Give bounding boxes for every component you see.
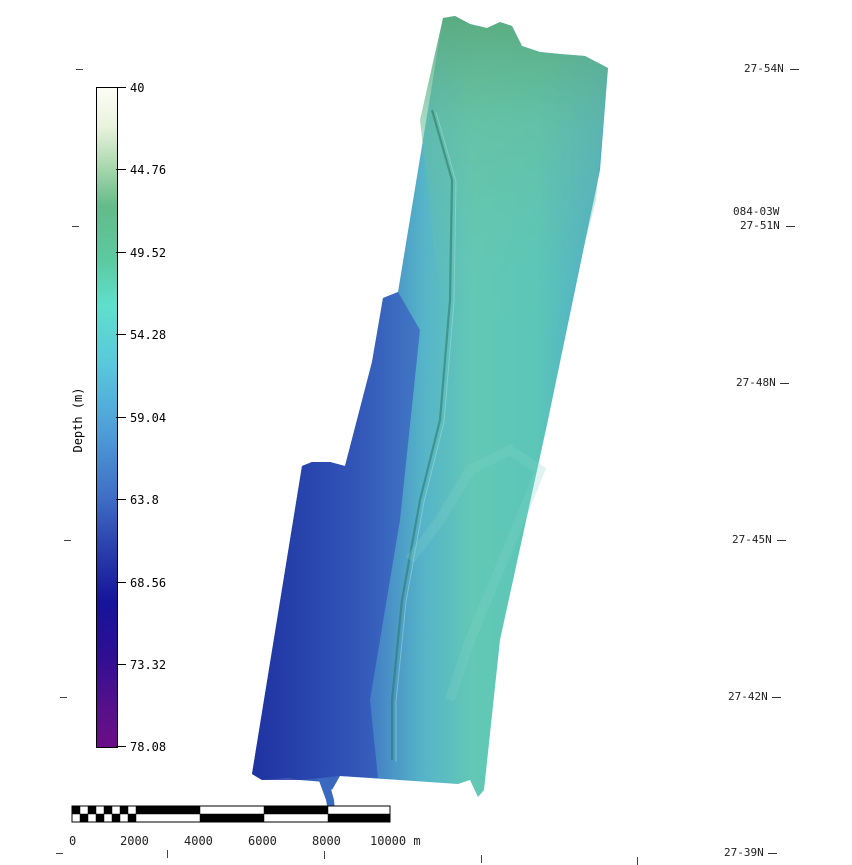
scale-label: 4000 (184, 834, 213, 848)
frame-tick (72, 226, 79, 227)
frame-tick (768, 853, 777, 854)
frame-tick (772, 697, 781, 698)
frame-tick (76, 69, 83, 70)
deep-area (252, 292, 420, 780)
latitude-label: 27-45N (732, 533, 772, 546)
colorbar-tick (116, 252, 126, 253)
colorbar-tick-label: 78.08 (130, 740, 167, 754)
frame-tick (481, 855, 482, 863)
colorbar-tick-label: 40 (130, 81, 145, 95)
frame-tick (60, 697, 67, 698)
colorbar-tick-label: 68.56 (130, 576, 167, 590)
frame-tick (56, 853, 63, 854)
ridge-highlight (395, 111, 457, 762)
frame-tick (777, 540, 786, 541)
scale-bar-fine (71, 805, 137, 823)
colorbar-tick (116, 417, 126, 418)
colorbar-tick-label: 54.28 (130, 328, 167, 342)
frame-tick (167, 850, 168, 858)
colorbar-tick (116, 334, 126, 335)
frame-tick (790, 69, 799, 70)
latitude-label: 27-48N (736, 376, 776, 389)
colorbar-tick (116, 87, 126, 88)
longitude-label: 084-03W (733, 205, 780, 218)
colorbar-tick-label: 73.32 (130, 658, 167, 672)
colorbar-tick-label: 49.52 (130, 246, 167, 260)
latitude-label: 27-51N (740, 219, 780, 232)
colorbar-tick (116, 582, 126, 583)
scale-label: 2000 (120, 834, 149, 848)
colorbar-tick (116, 169, 126, 170)
scale-label: 10000 m (370, 834, 421, 848)
colorbar-tick-label: 44.76 (130, 163, 167, 177)
colorbar-tick (116, 664, 126, 665)
scale-bar (71, 805, 391, 823)
colorbar-tick (116, 499, 126, 500)
shallow-area (420, 16, 608, 340)
scale-label: 6000 (248, 834, 277, 848)
latitude-label: 27-39N (724, 846, 764, 859)
colorbar-tick (116, 746, 126, 747)
ridge (390, 109, 454, 760)
frame-tick (786, 226, 795, 227)
frame-tick (637, 857, 638, 865)
colorbar-tick-label: 63.8 (130, 493, 159, 507)
frame-tick (780, 383, 789, 384)
colorbar-tick-label: 59.04 (130, 411, 167, 425)
channel (406, 444, 547, 702)
latitude-label: 27-54N (744, 62, 784, 75)
latitude-label: 27-42N (728, 690, 768, 703)
frame-tick (324, 851, 325, 859)
scale-label: 0 (69, 834, 77, 848)
frame-tick (64, 540, 71, 541)
scale-label: 8000 (312, 834, 341, 848)
